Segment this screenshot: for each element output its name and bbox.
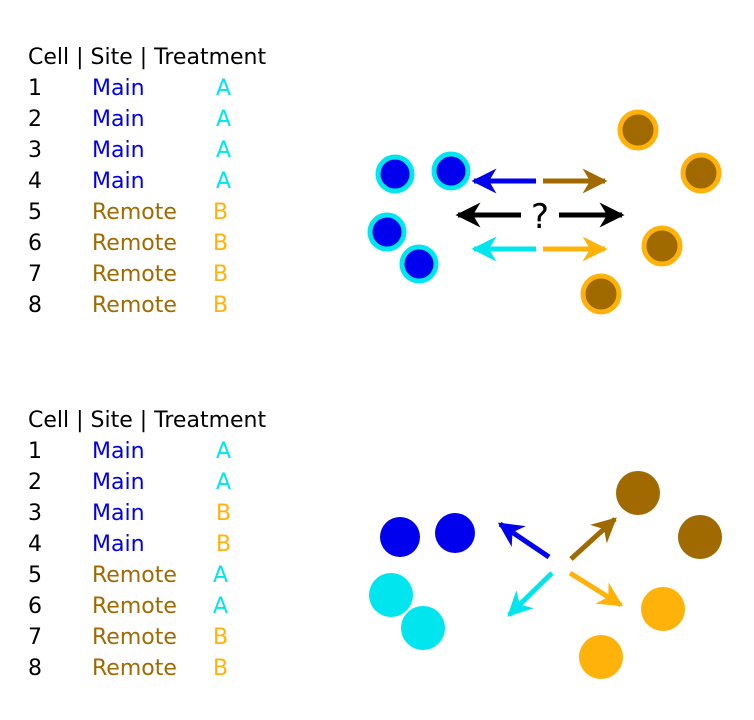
table-rows: 1 Main A 2 Main A 3 Main A 4 Main A 5 Remote B 6 Remote B…: [28, 73, 266, 321]
treatment-arrow-a: [507, 571, 554, 617]
site-value: Main: [92, 76, 145, 101]
cell-diagram: [369, 471, 722, 679]
site-value: Remote: [92, 293, 177, 318]
table-row: 2 Main A: [28, 104, 266, 135]
cell-number: 8: [28, 293, 42, 318]
site-value: Remote: [92, 231, 177, 256]
cell-number: 5: [28, 200, 42, 225]
remote-cell-treatment-b: [680, 152, 722, 194]
cell-number: 3: [28, 138, 42, 163]
table-row: 1 Main A: [28, 73, 266, 104]
treatment-b-cell: [641, 587, 685, 631]
table-row: 7 Remote B: [28, 622, 266, 653]
treatment-value: B: [216, 501, 232, 526]
table-row: 4 Main B: [28, 529, 266, 560]
site-value: Main: [92, 169, 145, 194]
cell-number: 7: [28, 625, 42, 650]
treatment-value: A: [216, 470, 232, 495]
balanced-design-panel: Cell | Site | Treatment 1 Main A 2 Main A 3 Mai…: [0, 363, 754, 720]
treatment-value: B: [213, 293, 229, 318]
treatment-b-cell: [579, 635, 623, 679]
treatment-value: A: [216, 76, 232, 101]
design-table: Cell | Site | Treatment 1 Main A 2 Main A 3 Mai…: [28, 42, 266, 321]
remote-cell-treatment-b: [580, 273, 622, 315]
treatment-value: A: [216, 439, 232, 464]
table-row: 6 Remote A: [28, 591, 266, 622]
cell-number: 4: [28, 532, 42, 557]
table-row: 4 Main A: [28, 166, 266, 197]
treatment-value: B: [216, 532, 232, 557]
cell-number: 2: [28, 470, 42, 495]
treatment-value: A: [213, 594, 229, 619]
treatment-value: B: [213, 656, 229, 681]
site-value: Remote: [92, 656, 177, 681]
site-value: Main: [92, 532, 145, 557]
cell-number: 6: [28, 231, 42, 256]
table-row: 8 Remote B: [28, 653, 266, 684]
site-value: Main: [92, 470, 145, 495]
remote-cell-treatment-b: [617, 109, 659, 151]
treatment-value: A: [216, 138, 232, 163]
remote-cell: [678, 515, 722, 559]
table-row: 6 Remote B: [28, 228, 266, 259]
confounded-design-panel: Cell | Site | Treatment 1 Main A 2 Main A 3 Mai…: [0, 0, 754, 357]
table-row: 2 Main A: [28, 467, 266, 498]
table-row: 1 Main A: [28, 436, 266, 467]
remote-cell: [616, 471, 660, 515]
treatment-value: B: [213, 625, 229, 650]
cell-number: 2: [28, 107, 42, 132]
main-cell-treatment-a: [375, 154, 415, 194]
site-effect-arrow-main: [497, 521, 551, 560]
cell-number: 1: [28, 76, 42, 101]
main-cell-treatment-a: [367, 212, 407, 252]
treatment-a-cell: [369, 573, 413, 617]
table-header: Cell | Site | Treatment: [28, 408, 267, 433]
question-mark: ?: [531, 197, 549, 237]
cell-number: 3: [28, 501, 42, 526]
site-value: Remote: [92, 625, 177, 650]
table-row: 3 Main B: [28, 498, 266, 529]
treatment-value: B: [213, 200, 229, 225]
table-header: Cell | Site | Treatment: [28, 45, 267, 70]
table-rows: 1 Main A 2 Main A 3 Main B 4 Main B 5 Remote A 6 Remote A…: [28, 436, 266, 684]
cell-diagram: ?: [367, 109, 722, 315]
main-cell-treatment-a: [399, 244, 439, 284]
cell-number: 4: [28, 169, 42, 194]
cell-number: 8: [28, 656, 42, 681]
cell-number: 6: [28, 594, 42, 619]
treatment-value: A: [213, 563, 229, 588]
treatment-value: A: [216, 107, 232, 132]
treatment-arrow-b: [568, 570, 624, 608]
main-cell: [380, 517, 420, 557]
site-value: Remote: [92, 200, 177, 225]
treatment-a-cell: [401, 606, 445, 650]
table-row: 8 Remote B: [28, 290, 266, 321]
treatment-value: B: [213, 231, 229, 256]
treatment-value: B: [213, 262, 229, 287]
site-value: Remote: [92, 262, 177, 287]
table-row: 7 Remote B: [28, 259, 266, 290]
main-cell-treatment-a: [431, 151, 471, 191]
treatment-value: A: [216, 169, 232, 194]
site-value: Main: [92, 107, 145, 132]
site-value: Main: [92, 439, 145, 464]
main-cell: [435, 513, 475, 553]
table-row: 3 Main A: [28, 135, 266, 166]
table-row: 5 Remote B: [28, 197, 266, 228]
site-value: Main: [92, 138, 145, 163]
table-row: 5 Remote A: [28, 560, 266, 591]
design-table: Cell | Site | Treatment 1 Main A 2 Main A 3 Mai…: [28, 405, 266, 684]
remote-cell-treatment-b: [641, 225, 683, 267]
cell-number: 7: [28, 262, 42, 287]
site-value: Remote: [92, 563, 177, 588]
cell-number: 5: [28, 563, 42, 588]
site-value: Main: [92, 501, 145, 526]
cell-number: 1: [28, 439, 42, 464]
site-value: Remote: [92, 594, 177, 619]
site-effect-arrow-remote: [569, 517, 617, 561]
